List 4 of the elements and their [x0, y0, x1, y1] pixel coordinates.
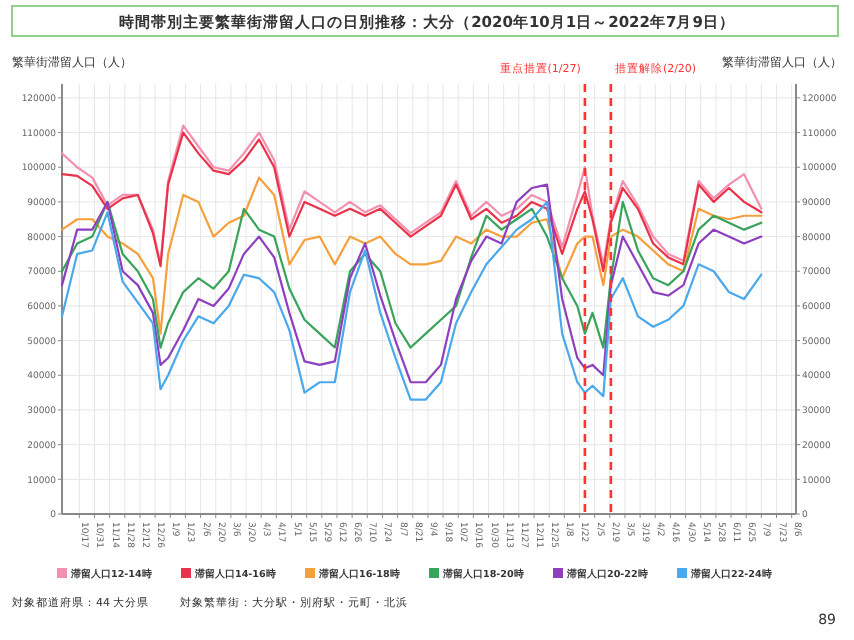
line-series	[60, 200, 763, 401]
line-series	[60, 200, 763, 349]
line-series	[60, 183, 763, 384]
line-series	[60, 176, 763, 335]
